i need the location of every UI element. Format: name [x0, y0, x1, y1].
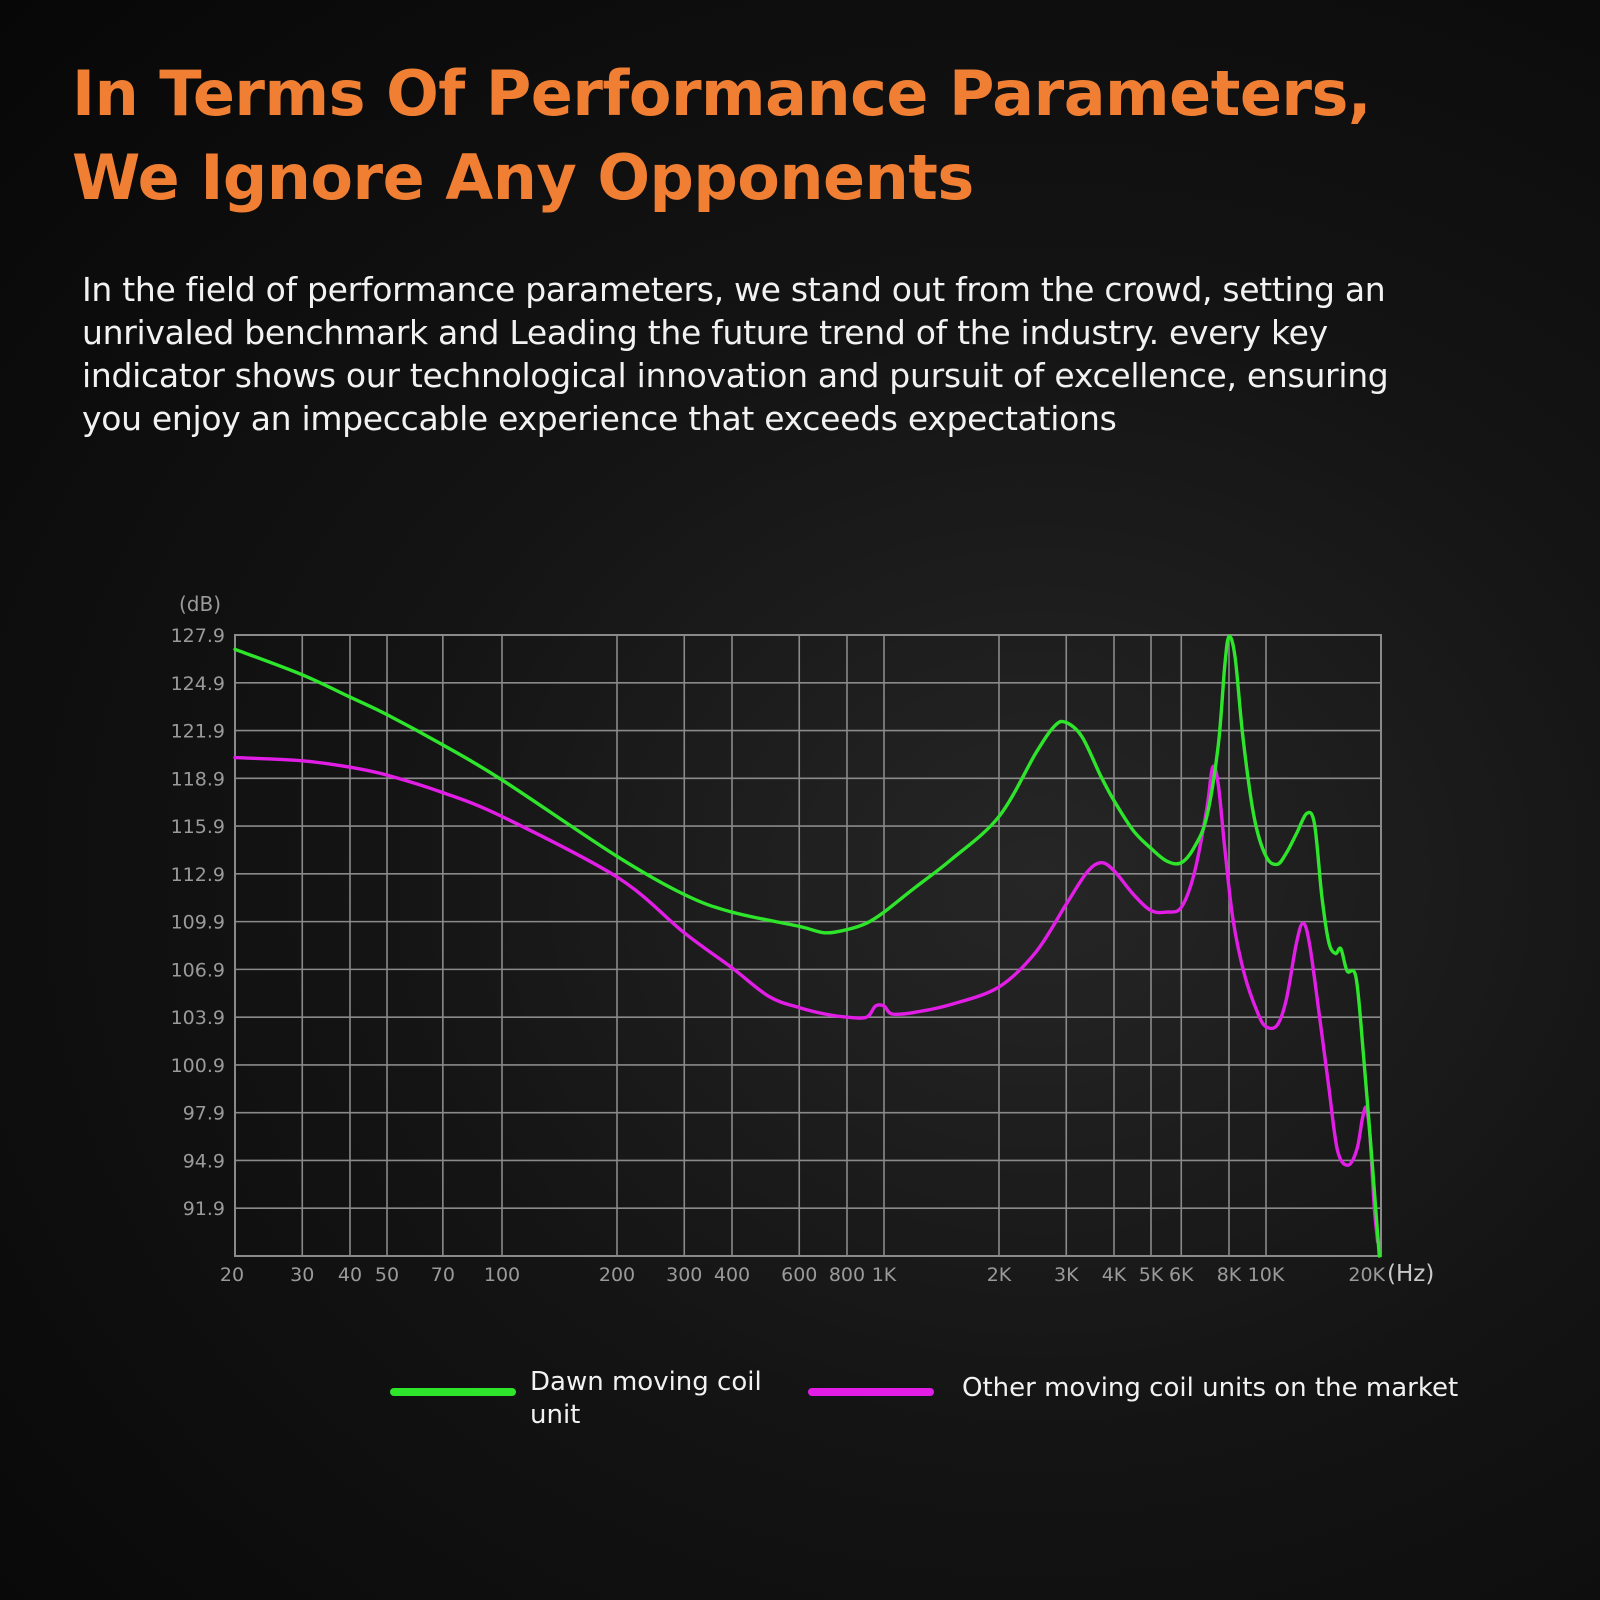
plot-frame — [234, 634, 1382, 1257]
x-tick-label: 2K — [987, 1264, 1012, 1286]
x-tick-label: 5K — [1139, 1264, 1164, 1286]
chart-grid — [234, 634, 1382, 1257]
intro-paragraph: In the field of performance parameters, … — [82, 268, 1562, 440]
y-tick-label: 112.9 — [171, 864, 225, 886]
x-tick-label: 10K — [1248, 1264, 1285, 1286]
y-tick-label: 118.9 — [171, 768, 225, 790]
intro-line-2: unrivaled benchmark and Leading the futu… — [82, 313, 1328, 352]
x-tick-label: 200 — [599, 1264, 635, 1286]
y-tick-label: 91.9 — [183, 1198, 225, 1220]
x-tick-label: 50 — [375, 1264, 399, 1286]
y-tick-labels: 127.9 124.9 121.9 118.9 115.9 112.9 109.9 106.9… — [171, 625, 225, 1220]
x-tick-label: 8K — [1217, 1264, 1242, 1286]
headline-line-2: We Ignore Any Opponents — [72, 141, 974, 214]
x-tick-label: 40 — [338, 1264, 362, 1286]
x-axis-unit-label: (Hz) — [1387, 1261, 1434, 1287]
legend-item-dawn: Dawn moving coil unit — [390, 1366, 800, 1432]
x-tick-label: 6K — [1169, 1264, 1194, 1286]
y-tick-label: 106.9 — [171, 959, 225, 981]
y-tick-label: 109.9 — [171, 912, 225, 934]
intro-line-4: you enjoy an impeccable experience that … — [82, 399, 1117, 438]
series-line-other — [233, 755, 1380, 1244]
y-tick-label: 124.9 — [171, 673, 225, 695]
legend-label-other: Other moving coil units on the market — [962, 1373, 1459, 1403]
intro-line-3: indicator shows our technological innova… — [82, 356, 1389, 395]
y-tick-label: 103.9 — [171, 1007, 225, 1029]
x-tick-label: 20K — [1348, 1264, 1385, 1286]
page-headline: In Terms Of Performance Parameters, We I… — [72, 52, 1532, 220]
y-tick-label: 97.9 — [183, 1103, 225, 1125]
x-tick-label: 600 — [781, 1264, 817, 1286]
y-axis-unit-label: (dB) — [179, 592, 221, 616]
x-tick-label: 20 — [220, 1264, 244, 1286]
x-tick-label: 400 — [714, 1264, 750, 1286]
x-tick-label: 70 — [431, 1264, 455, 1286]
intro-line-1: In the field of performance parameters, … — [82, 270, 1386, 309]
series-line-dawn — [233, 634, 1381, 1258]
x-tick-label: 30 — [290, 1264, 314, 1286]
chart-series — [233, 634, 1381, 1258]
x-tick-labels: 20 30 40 50 70 100 200 300 400 600 800 1K 2K 3K 4K 5K 6K… — [220, 1264, 1386, 1286]
y-tick-label: 115.9 — [171, 816, 225, 838]
x-tick-label: 300 — [666, 1264, 702, 1286]
x-tick-label: 3K — [1054, 1264, 1079, 1286]
y-tick-label: 94.9 — [183, 1150, 225, 1172]
x-tick-label: 4K — [1102, 1264, 1127, 1286]
y-tick-label: 100.9 — [171, 1055, 225, 1077]
x-tick-label: 800 — [829, 1264, 865, 1286]
headline-line-1: In Terms Of Performance Parameters, — [72, 57, 1371, 130]
legend-label-dawn: Dawn moving coil unit — [530, 1367, 762, 1430]
x-tick-label: 1K — [872, 1264, 897, 1286]
legend-item-other: Other moving coil units on the market — [808, 1372, 1458, 1405]
x-tick-label: 100 — [484, 1264, 520, 1286]
y-tick-label: 127.9 — [171, 625, 225, 647]
y-tick-label: 121.9 — [171, 721, 225, 743]
legend-swatch-magenta — [808, 1388, 934, 1396]
legend-swatch-green — [390, 1388, 516, 1396]
